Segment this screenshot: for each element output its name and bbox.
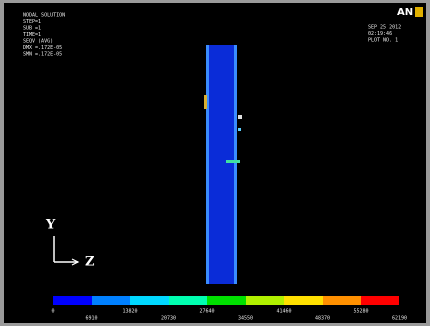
stress-spot: [238, 128, 241, 131]
info-line: PLOT NO. 1: [368, 38, 398, 44]
model: [206, 45, 237, 284]
colorbar-swatch: [323, 296, 361, 305]
colorbar-swatch: [207, 296, 246, 305]
info-line: DMX =.172E-05: [23, 45, 62, 51]
stress-spot: [226, 160, 240, 163]
colorbar-label: 55280: [353, 309, 368, 315]
colorbar-swatch: [92, 296, 130, 305]
colorbar: [53, 296, 399, 305]
colorbar-label: 41460: [276, 309, 291, 315]
colorbar-swatch: [169, 296, 207, 305]
triad-y-label: Y: [45, 218, 56, 233]
colorbar-swatch: [53, 296, 92, 305]
colorbar-label: 27640: [199, 309, 214, 315]
colorbar-label: 48370: [315, 316, 330, 322]
model-edge: [234, 45, 237, 284]
info-line: STEP=1: [23, 19, 41, 25]
logo: AN: [397, 7, 413, 18]
colorbar-label: 6910: [85, 316, 97, 322]
model-edge: [206, 45, 209, 284]
colorbar-label: 0: [51, 309, 54, 315]
colorbar-swatch: [361, 296, 399, 305]
info-line: SUB =1: [23, 26, 41, 32]
colorbar-label: 20730: [161, 316, 176, 322]
stress-spot: [238, 115, 242, 119]
stress-spot: [204, 95, 207, 109]
colorbar-swatch: [284, 296, 323, 305]
colorbar-swatch: [130, 296, 169, 305]
info-line: SEQV (AVG): [23, 39, 53, 45]
colorbar-swatch: [246, 296, 284, 305]
colorbar-label: 34550: [238, 316, 253, 322]
info-line: SEP 25 2012: [368, 25, 401, 31]
info-line: 02:19:46: [368, 31, 392, 37]
info-line: SMN =.172E-05: [23, 52, 62, 58]
colorbar-label: 13820: [122, 309, 137, 315]
logo-mark: [415, 7, 423, 17]
colorbar-label: 62190: [392, 316, 407, 322]
ansys-window: NODAL SOLUTIONSTEP=1SUB =1TIME=1SEQV (AV…: [0, 0, 430, 326]
info-line: TIME=1: [23, 32, 41, 38]
info-line: NODAL SOLUTION: [23, 13, 65, 19]
triad-z-label: Z: [85, 255, 95, 270]
